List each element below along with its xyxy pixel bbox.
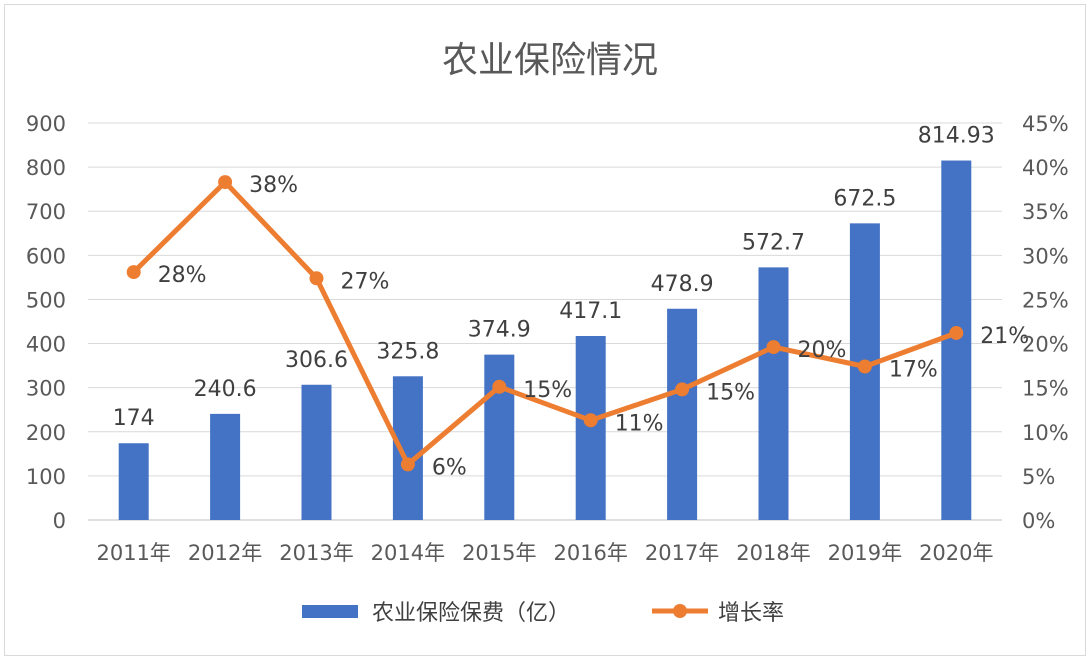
x-tick: 2019年: [828, 541, 902, 565]
line-marker: [949, 325, 964, 340]
y-left-tick: 800: [26, 156, 66, 180]
y-right-tick: 0%: [1022, 509, 1055, 533]
bar: [301, 384, 332, 520]
line-marker: [583, 413, 598, 428]
y-left-tick: 200: [26, 421, 66, 445]
x-tick: 2014年: [371, 541, 445, 565]
bar-data-label: 174: [113, 406, 155, 431]
line-marker: [309, 271, 324, 286]
line-data-label: 17%: [889, 357, 938, 382]
y-left-tick: 400: [26, 333, 66, 357]
y-right-tick: 45%: [1022, 112, 1069, 136]
y-left-tick: 0: [53, 509, 66, 533]
line-marker: [857, 359, 872, 374]
line-data-label: 28%: [158, 263, 207, 288]
bar-data-label: 672.5: [833, 186, 896, 211]
bar-data-label: 572.7: [742, 230, 805, 255]
line-data-label: 11%: [615, 411, 664, 436]
legend-swatch-bar: [302, 605, 358, 618]
y-right-tick: 25%: [1022, 288, 1069, 312]
bar: [758, 267, 789, 520]
legend-label-line: 增长率: [718, 601, 784, 626]
x-tick: 2011年: [96, 541, 170, 565]
line-marker: [492, 379, 507, 394]
x-tick: 2020年: [919, 541, 993, 565]
bar-data-label: 478.9: [651, 272, 714, 297]
y-right-tick: 30%: [1022, 244, 1069, 268]
line-data-label: 15%: [706, 380, 755, 405]
line-data-label: 38%: [249, 173, 298, 198]
chart-title: 农业保险情况: [442, 40, 658, 81]
bar: [484, 354, 515, 520]
line-marker: [400, 457, 415, 472]
bar-data-label: 325.8: [376, 339, 439, 364]
legend: 农业保险保费（亿） 增长率: [302, 601, 784, 626]
y-left-tick: 100: [26, 465, 66, 489]
y-right-tick: 35%: [1022, 200, 1069, 224]
bar: [210, 413, 241, 520]
x-tick: 2012年: [188, 541, 262, 565]
line-data-label: 27%: [341, 269, 390, 294]
bar: [941, 160, 972, 520]
chart-area: [4, 4, 1086, 656]
y-left-tick: 700: [26, 200, 66, 224]
bar-data-label: 814.93: [918, 124, 995, 149]
y-right-tick: 10%: [1022, 421, 1069, 445]
y-right-tick: 5%: [1022, 465, 1055, 489]
x-tick: 2016年: [553, 541, 627, 565]
bar-data-label: 417.1: [559, 299, 622, 324]
line-data-label: 20%: [798, 338, 847, 363]
growth-line: [131, 179, 958, 467]
x-tick: 2018年: [736, 541, 810, 565]
line-marker: [766, 340, 781, 355]
line-marker: [218, 175, 233, 190]
x-tick: 2015年: [462, 541, 536, 565]
y-left-tick: 900: [26, 112, 66, 136]
bar-data-label: 240.6: [194, 377, 257, 402]
bar: [667, 308, 698, 520]
legend-label-bar: 农业保险保费（亿）: [372, 601, 570, 626]
x-tick: 2017年: [645, 541, 719, 565]
legend-swatch-marker: [673, 604, 687, 618]
line-marker: [126, 265, 141, 280]
bar-data-label: 306.6: [285, 348, 348, 373]
line-data-label: 15%: [523, 378, 572, 403]
y-right-tick: 15%: [1022, 377, 1069, 401]
y-right-tick: 20%: [1022, 333, 1069, 357]
bar: [118, 443, 149, 520]
line-marker: [675, 382, 690, 397]
bar-data-label: 374.9: [468, 318, 531, 343]
y-left-tick: 300: [26, 377, 66, 401]
x-tick: 2013年: [279, 541, 353, 565]
line-data-label: 6%: [432, 455, 467, 480]
y-right-tick: 40%: [1022, 156, 1069, 180]
bar: [575, 336, 606, 520]
y-left-tick: 600: [26, 244, 66, 268]
y-left-tick: 500: [26, 288, 66, 312]
line-data-label: 21%: [980, 324, 1029, 349]
